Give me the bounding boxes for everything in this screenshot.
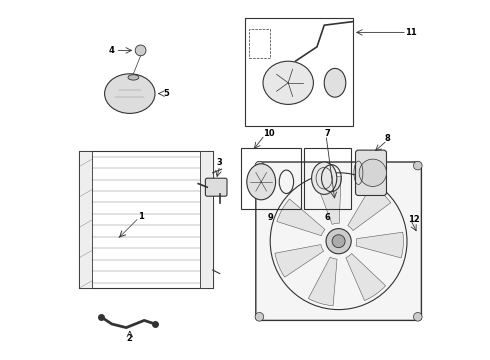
FancyBboxPatch shape xyxy=(256,162,421,320)
Bar xyxy=(242,148,301,209)
Ellipse shape xyxy=(128,75,139,80)
Wedge shape xyxy=(308,257,337,306)
Ellipse shape xyxy=(324,68,346,97)
Text: 12: 12 xyxy=(408,215,420,224)
Text: 3: 3 xyxy=(217,158,222,166)
Text: 7: 7 xyxy=(325,129,331,138)
Circle shape xyxy=(359,159,387,186)
Wedge shape xyxy=(346,253,386,301)
Text: 9: 9 xyxy=(268,213,273,222)
Ellipse shape xyxy=(247,164,275,200)
Circle shape xyxy=(135,45,146,56)
Ellipse shape xyxy=(312,162,337,194)
Text: 10: 10 xyxy=(263,129,274,138)
Circle shape xyxy=(326,229,351,254)
FancyBboxPatch shape xyxy=(356,150,387,195)
Circle shape xyxy=(414,312,422,321)
Bar xyxy=(248,29,270,58)
Bar xyxy=(304,148,351,209)
Wedge shape xyxy=(316,176,341,224)
Bar xyxy=(200,151,213,288)
Bar xyxy=(245,18,353,126)
Wedge shape xyxy=(348,185,391,230)
Text: 6: 6 xyxy=(325,213,331,222)
Text: 4: 4 xyxy=(109,46,115,55)
Circle shape xyxy=(255,312,264,321)
FancyBboxPatch shape xyxy=(205,178,227,196)
Circle shape xyxy=(332,235,345,248)
Ellipse shape xyxy=(104,74,155,113)
Bar xyxy=(79,151,92,288)
Wedge shape xyxy=(277,199,325,236)
Circle shape xyxy=(255,161,264,170)
Text: 1: 1 xyxy=(138,212,144,220)
Text: 8: 8 xyxy=(384,134,390,143)
Wedge shape xyxy=(356,232,403,258)
Text: 2: 2 xyxy=(127,334,133,343)
Bar xyxy=(79,151,213,288)
Circle shape xyxy=(414,161,422,170)
Text: 11: 11 xyxy=(405,28,416,37)
Wedge shape xyxy=(275,244,323,277)
Text: 5: 5 xyxy=(163,89,169,98)
Ellipse shape xyxy=(263,61,314,104)
